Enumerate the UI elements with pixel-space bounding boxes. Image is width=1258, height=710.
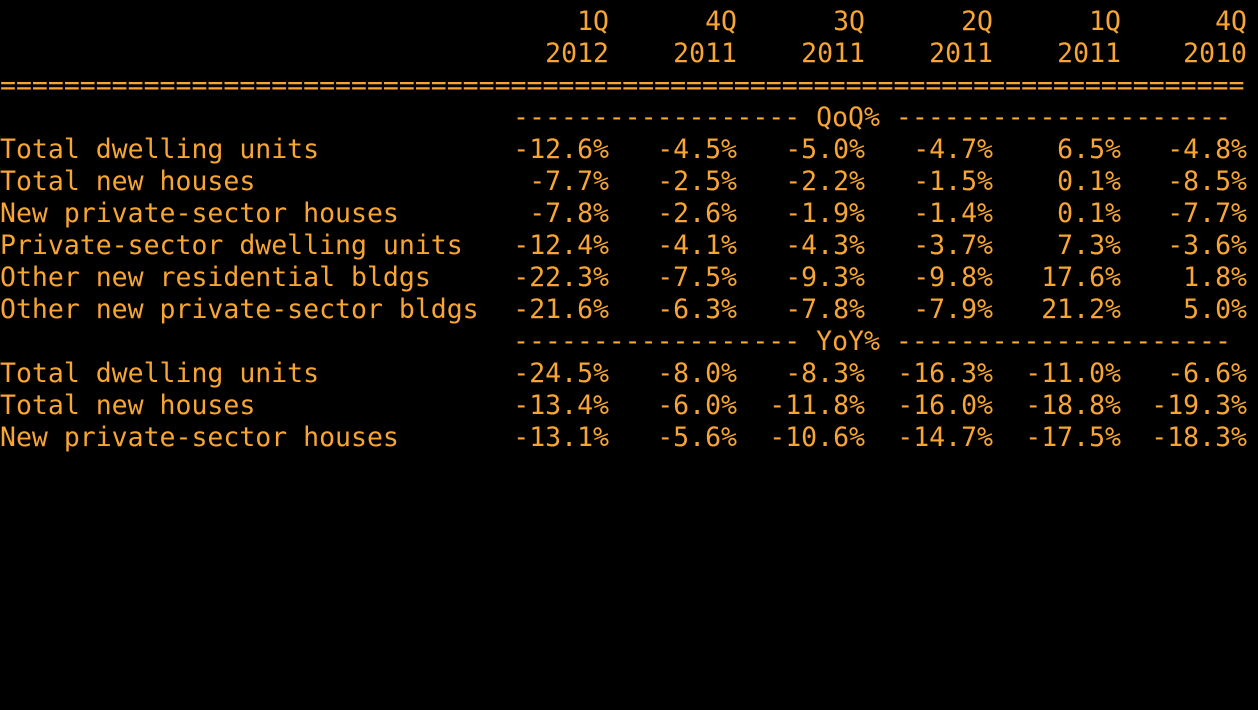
column-header-quarter: 2Q [961, 6, 993, 37]
table-cell: -9.8% [913, 262, 993, 293]
table-cell: -6.3% [657, 294, 737, 325]
column-header-year: 2011 [1057, 38, 1121, 69]
table-cell: -11.8% [769, 390, 865, 421]
table-cell: 7.3% [1057, 230, 1121, 261]
header-quarter-row: 1Q 4Q 3Q 2Q 1Q 4Q [0, 6, 1258, 38]
table-cell: -7.9% [913, 294, 993, 325]
table-cell: -6.0% [657, 390, 737, 421]
section-divider-yoy: ------------------ YoY% ----------------… [513, 326, 1231, 357]
section-divider-row: ------------------ YoY% ----------------… [0, 326, 1258, 358]
table-row: New private-sector houses -13.1% -5.6% -… [0, 422, 1258, 454]
table-cell: -4.8% [1167, 134, 1247, 165]
column-header-year: 2011 [929, 38, 993, 69]
table-cell: -2.6% [657, 198, 737, 229]
table-row: Total dwelling units -24.5% -8.0% -8.3% … [0, 358, 1258, 390]
table-row: Total new houses -7.7% -2.5% -2.2% -1.5%… [0, 166, 1258, 198]
table-cell: -5.0% [785, 134, 865, 165]
table-cell: -1.4% [913, 198, 993, 229]
table-cell: -7.8% [529, 198, 609, 229]
table-row: Other new residential bldgs -22.3% -7.5%… [0, 262, 1258, 294]
table-cell: 17.6% [1041, 262, 1121, 293]
table-cell: 21.2% [1041, 294, 1121, 325]
table-cell: -7.7% [1167, 198, 1247, 229]
table-cell: -8.5% [1167, 166, 1247, 197]
table-cell: -13.1% [513, 422, 609, 453]
table-cell: -18.8% [1025, 390, 1121, 421]
column-header-quarter: 1Q [1089, 6, 1121, 37]
table-cell: -21.6% [513, 294, 609, 325]
section-divider-qoq: ------------------ QoQ% ----------------… [513, 102, 1231, 133]
table-cell: 0.1% [1057, 166, 1121, 197]
table-cell: 1.8% [1183, 262, 1247, 293]
row-label: Other new residential bldgs [0, 262, 431, 293]
header-rule-row: ========================================… [0, 70, 1258, 102]
table-row: Other new private-sector bldgs -21.6% -6… [0, 294, 1258, 326]
table-cell: -4.3% [785, 230, 865, 261]
table-row: Total new houses -13.4% -6.0% -11.8% -16… [0, 390, 1258, 422]
table-row: New private-sector houses -7.8% -2.6% -1… [0, 198, 1258, 230]
table-cell: -7.8% [785, 294, 865, 325]
table-cell: 6.5% [1057, 134, 1121, 165]
table-cell: 5.0% [1183, 294, 1247, 325]
table-cell: -1.5% [913, 166, 993, 197]
column-header-year: 2011 [673, 38, 737, 69]
header-year-row: 2012 2011 2011 2011 2011 2010 [0, 38, 1258, 70]
row-label: Total new houses [0, 166, 256, 197]
table-cell: -14.7% [897, 422, 993, 453]
table-cell: -4.5% [657, 134, 737, 165]
column-header-year: 2010 [1183, 38, 1247, 69]
table-cell: -7.5% [657, 262, 737, 293]
table-cell: -22.3% [513, 262, 609, 293]
column-header-year: 2011 [801, 38, 865, 69]
table-row: Private-sector dwelling units -12.4% -4.… [0, 230, 1258, 262]
table-cell: -4.7% [913, 134, 993, 165]
row-label: Total dwelling units [0, 358, 320, 389]
table-cell: 0.1% [1057, 198, 1121, 229]
table-cell: -12.4% [513, 230, 609, 261]
table-cell: -7.7% [529, 166, 609, 197]
table-cell: -19.3% [1151, 390, 1247, 421]
column-header-quarter: 4Q [705, 6, 737, 37]
table-cell: -8.3% [785, 358, 865, 389]
table-cell: -11.0% [1025, 358, 1121, 389]
row-label: New private-sector houses [0, 422, 399, 453]
table-cell: -4.1% [657, 230, 737, 261]
table-row: Total dwelling units -12.6% -4.5% -5.0% … [0, 134, 1258, 166]
table-cell: -1.9% [785, 198, 865, 229]
table-cell: -2.5% [657, 166, 737, 197]
column-header-year: 2012 [545, 38, 609, 69]
table-cell: -17.5% [1025, 422, 1121, 453]
terminal-table: 1Q 4Q 3Q 2Q 1Q 4Q 2012 2011 2011 2011 20… [0, 6, 1258, 454]
table-cell: -10.6% [769, 422, 865, 453]
table-cell: -13.4% [513, 390, 609, 421]
row-label: Total new houses [0, 390, 256, 421]
column-header-quarter: 1Q [577, 6, 609, 37]
table-cell: -16.3% [897, 358, 993, 389]
table-cell: -2.2% [785, 166, 865, 197]
table-cell: -3.7% [913, 230, 993, 261]
row-label: New private-sector houses [0, 198, 399, 229]
row-label: Private-sector dwelling units [0, 230, 463, 261]
section-divider-row: ------------------ QoQ% ----------------… [0, 102, 1258, 134]
table-cell: -9.3% [785, 262, 865, 293]
table-cell: -24.5% [513, 358, 609, 389]
column-header-quarter: 3Q [833, 6, 865, 37]
table-cell: -8.0% [657, 358, 737, 389]
table-cell: -18.3% [1151, 422, 1247, 453]
table-cell: -6.6% [1167, 358, 1247, 389]
table-cell: -12.6% [513, 134, 609, 165]
row-label: Total dwelling units [0, 134, 320, 165]
table-cell: -3.6% [1167, 230, 1247, 261]
header-rule: ========================================… [0, 70, 1245, 101]
column-header-quarter: 4Q [1215, 6, 1247, 37]
row-label: Other new private-sector bldgs [0, 294, 479, 325]
table-cell: -5.6% [657, 422, 737, 453]
table-cell: -16.0% [897, 390, 993, 421]
